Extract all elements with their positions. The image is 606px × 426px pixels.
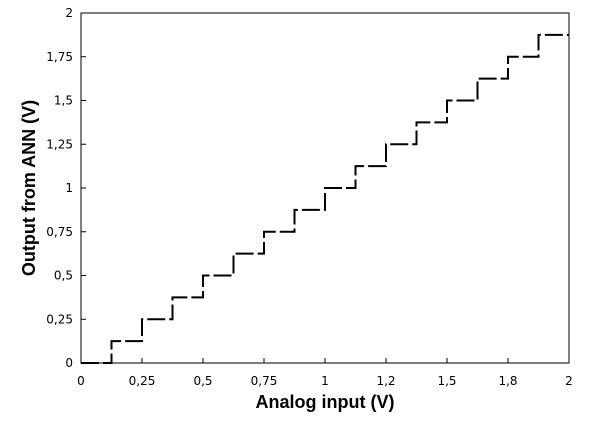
y-tick-label: 0,25 [46, 312, 73, 326]
x-tick-label: 1 [321, 374, 329, 388]
x-tick-label: 1,5 [437, 374, 456, 388]
x-axis: 0 0,25 0,5 0,75 1 1,2 1,5 1,8 2 [77, 358, 573, 388]
x-axis-label: Analog input (V) [256, 392, 395, 412]
y-tick-label: 1,25 [46, 137, 73, 151]
y-tick-label: 0,75 [46, 225, 73, 239]
series-line [81, 33, 569, 364]
x-tick-label: 2 [565, 374, 573, 388]
y-tick-label: 0 [65, 356, 73, 370]
x-tick-label: 0,75 [251, 374, 278, 388]
x-tick-label: 0 [77, 374, 85, 388]
y-axis-label: Output from ANN (V) [19, 100, 39, 276]
x-tick-label: 0,5 [193, 374, 212, 388]
y-tick-label: 2 [65, 6, 73, 20]
y-tick-label: 1 [65, 181, 73, 195]
series-output [81, 33, 569, 364]
x-tick-label: 0,25 [129, 374, 156, 388]
x-tick-label: 1,2 [376, 374, 395, 388]
x-tick-label: 1,8 [498, 374, 517, 388]
y-axis: 0 0,25 0,5 0,75 1 1,25 1,5 1,75 2 [46, 6, 86, 370]
y-tick-label: 1,5 [54, 94, 73, 108]
y-tick-label: 0,5 [54, 269, 73, 283]
y-tick-label: 1,75 [46, 50, 73, 64]
